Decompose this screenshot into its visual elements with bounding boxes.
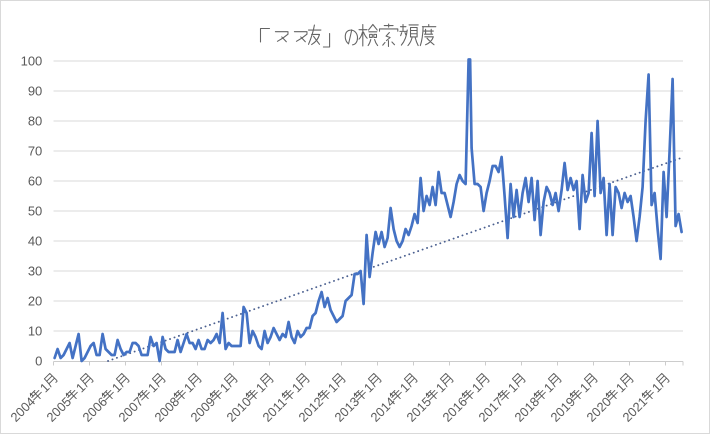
svg-text:40: 40	[28, 234, 42, 249]
svg-text:0: 0	[35, 354, 42, 369]
svg-text:80: 80	[28, 114, 42, 129]
svg-text:50: 50	[28, 204, 42, 219]
svg-text:30: 30	[28, 264, 42, 279]
svg-text:60: 60	[28, 174, 42, 189]
svg-text:10: 10	[28, 324, 42, 339]
svg-text:20: 20	[28, 294, 42, 309]
svg-text:90: 90	[28, 84, 42, 99]
svg-text:100: 100	[21, 54, 43, 69]
svg-text:70: 70	[28, 144, 42, 159]
